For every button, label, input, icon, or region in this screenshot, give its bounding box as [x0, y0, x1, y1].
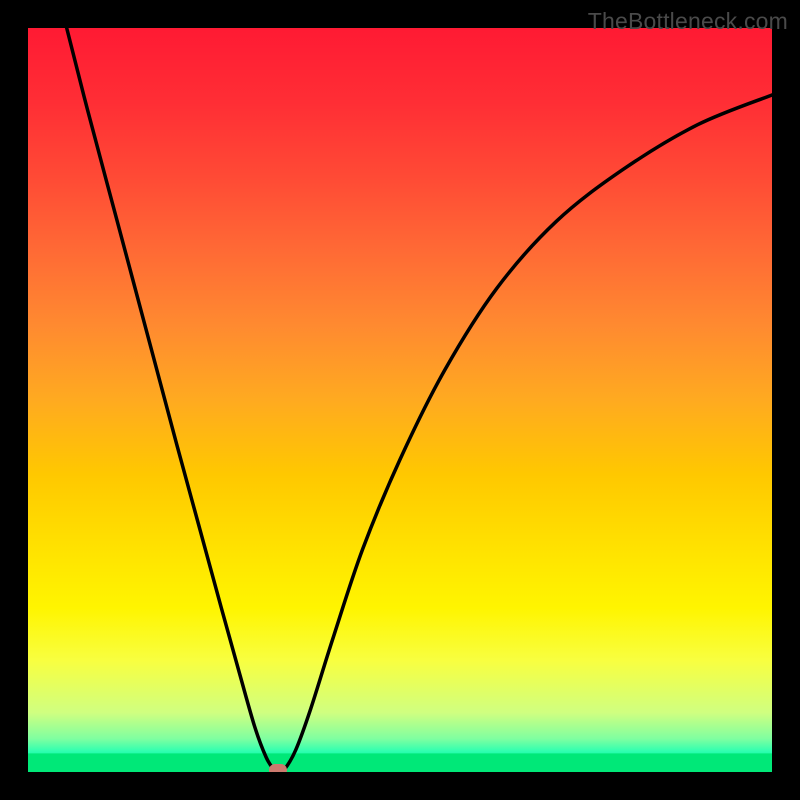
green-band	[28, 753, 772, 772]
bottleneck-chart-svg	[0, 0, 800, 800]
gradient-background	[28, 28, 772, 772]
watermark-text: TheBottleneck.com	[588, 8, 788, 35]
plot-area	[28, 28, 772, 776]
chart-container: TheBottleneck.com	[0, 0, 800, 800]
